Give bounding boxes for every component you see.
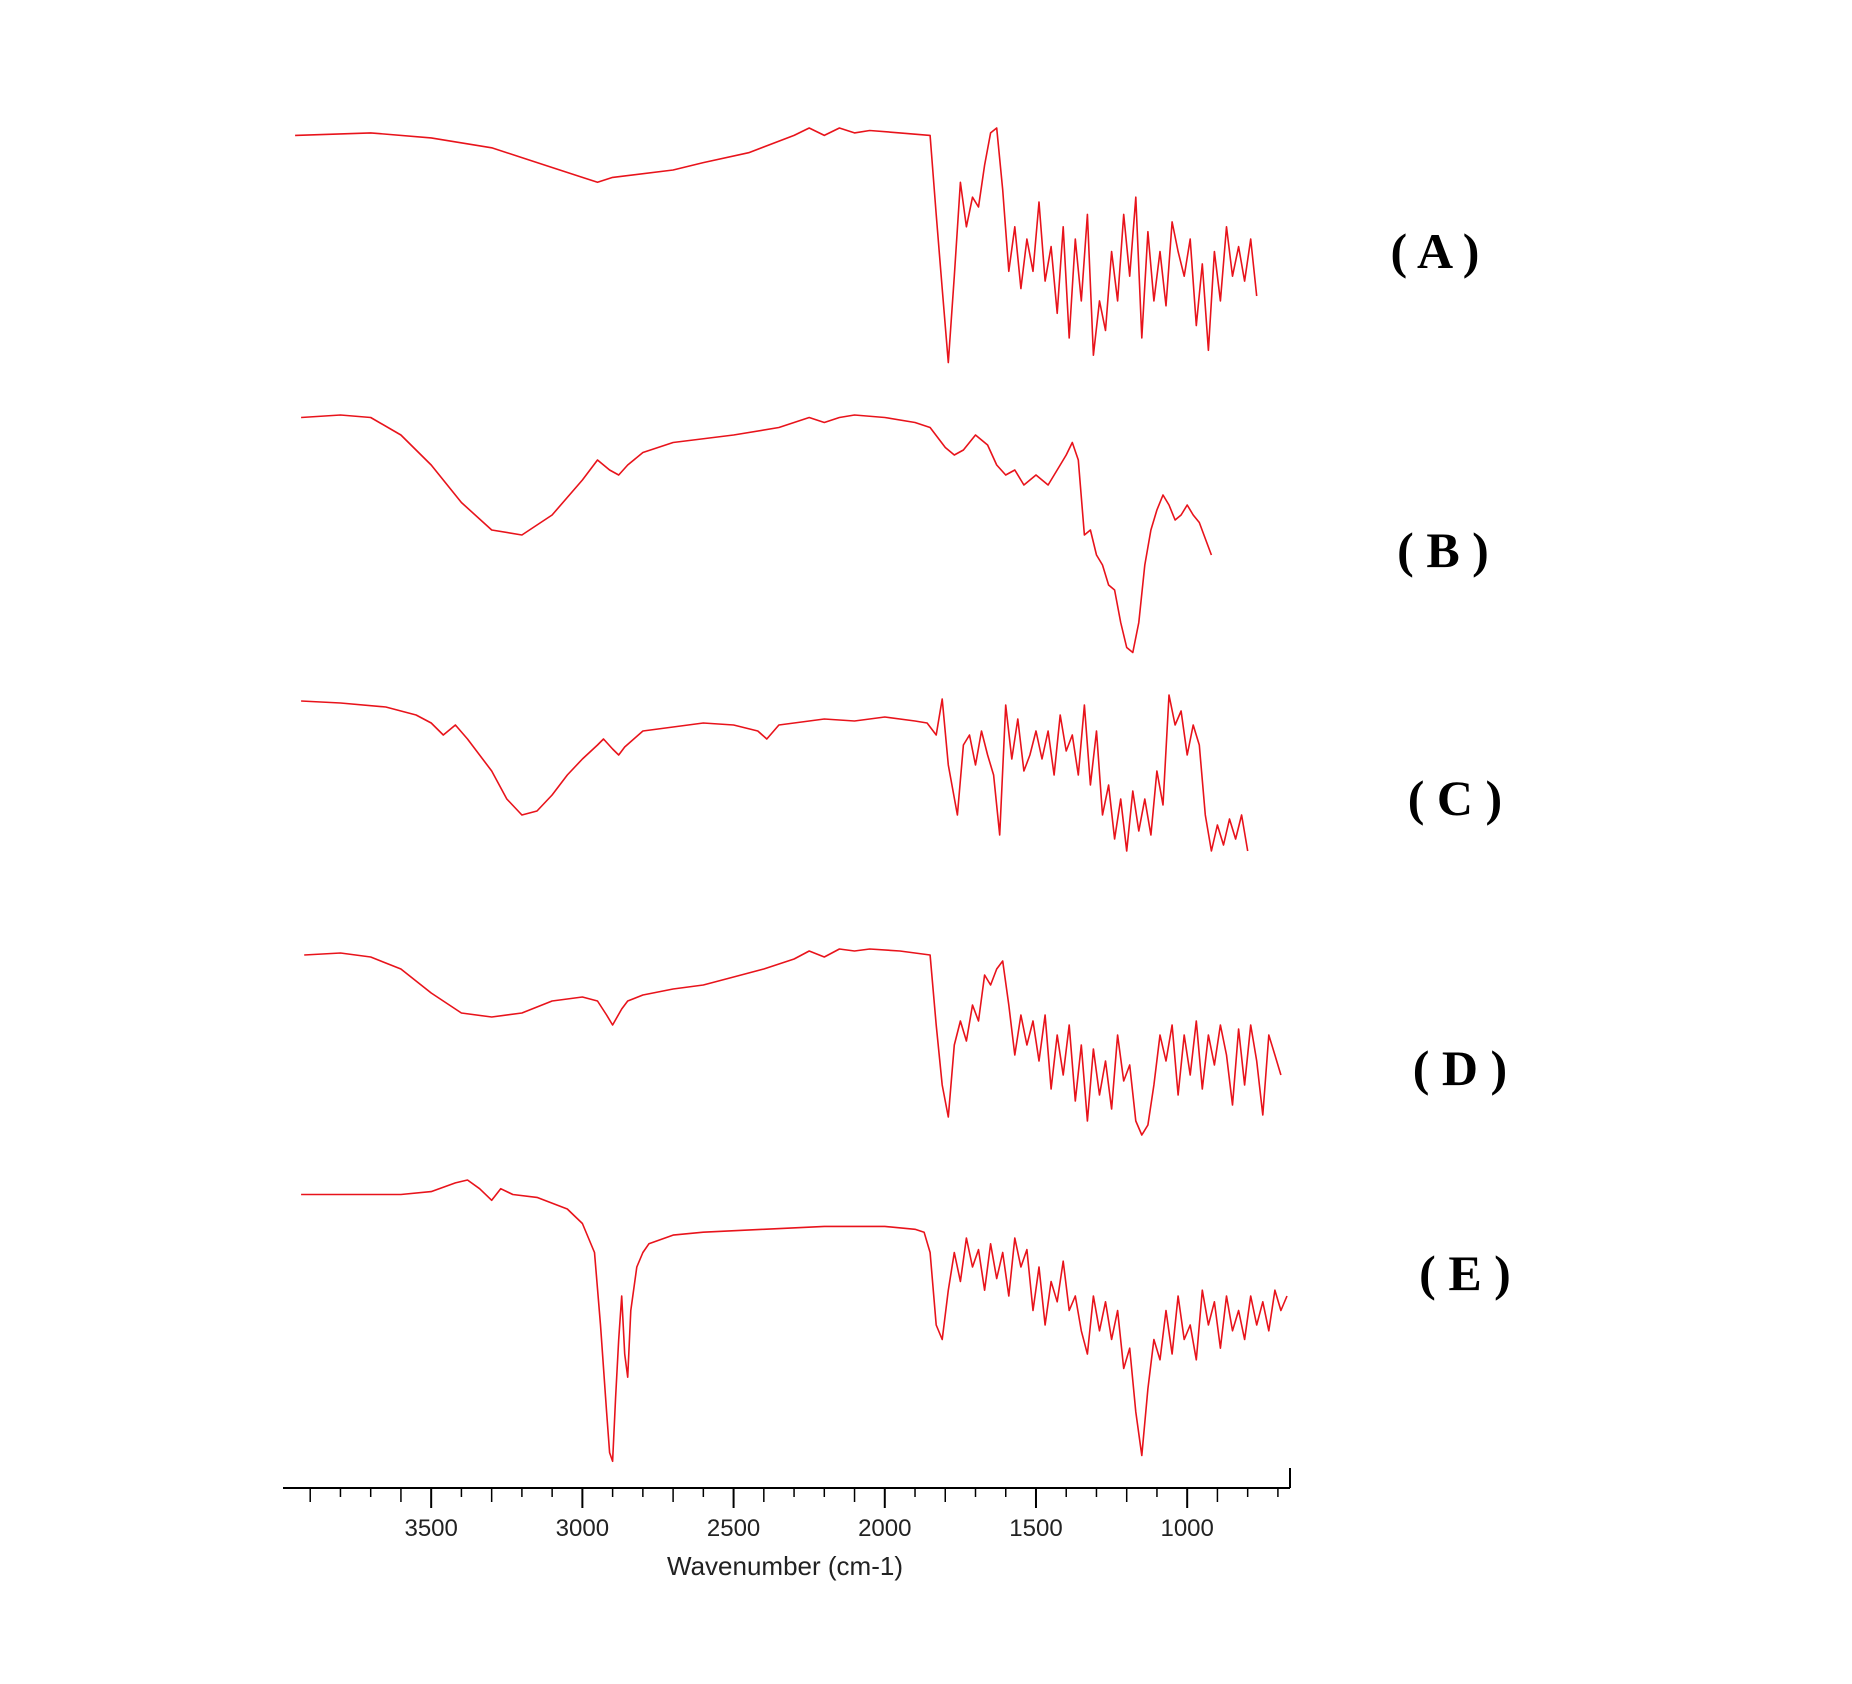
panel-label-c: ( C ) [1408,770,1502,826]
x-tick-label-2000: 2000 [858,1515,911,1542]
panel-label-a: ( A ) [1391,223,1480,279]
panel-labels: ( A ) ( B ) ( C ) ( D ) ( E ) [1391,223,1511,1301]
panel-label-e: ( E ) [1419,1245,1511,1301]
spectrum-line-c [301,694,1249,852]
x-tick-label-1500: 1500 [1009,1515,1062,1542]
spectrum-line-a [295,127,1258,364]
spectrum-line-e [301,1179,1288,1463]
x-tick-label-3500: 3500 [404,1515,457,1542]
spectrum-line-b [301,414,1213,654]
x-tick-label-1000: 1000 [1160,1515,1213,1542]
spectrum-line-d [304,948,1282,1136]
x-axis: 3500 3000 2500 2000 1500 1000 Wavenumber (cm-… [283,1468,1291,1581]
panel-label-b: ( B ) [1397,522,1489,578]
x-tick-label-2500: 2500 [707,1515,760,1542]
x-ticks: 3500 3000 2500 2000 1500 1000 [309,1488,1279,1542]
spectra-group [295,127,1288,1463]
x-tick-label-3000: 3000 [556,1515,609,1542]
x-axis-title: Wavenumber (cm-1) [667,1551,903,1581]
panel-label-d: ( D ) [1413,1040,1507,1096]
